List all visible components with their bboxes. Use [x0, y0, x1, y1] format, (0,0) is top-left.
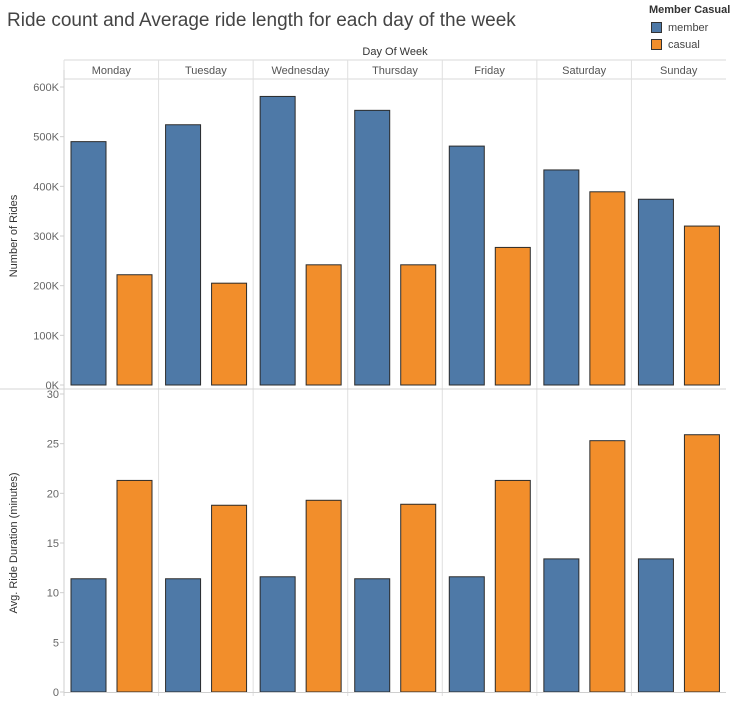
- bar-member-tuesday: [165, 578, 202, 693]
- y-axis-title: Avg. Ride Duration (minutes): [8, 472, 20, 613]
- bar-member-wednesday: [259, 95, 296, 386]
- bar-casual-wednesday: [305, 499, 342, 693]
- bar-member-wednesday: [259, 576, 296, 693]
- legend-label-member: member: [668, 21, 709, 34]
- bar-member-monday: [70, 141, 107, 386]
- column-header-thursday: Thursday: [372, 65, 418, 77]
- legend-label-casual: casual: [668, 38, 700, 51]
- y-tick-label: 300K: [33, 231, 59, 243]
- bar-member-friday: [448, 145, 485, 386]
- column-header-monday: Monday: [92, 65, 132, 77]
- bar-casual-saturday: [589, 440, 626, 693]
- bar-member-saturday: [543, 169, 580, 386]
- y-tick-label: 30: [47, 389, 59, 401]
- y-tick-label: 0: [53, 687, 59, 699]
- bar-member-monday: [70, 578, 107, 693]
- chart-title: Ride count and Average ride length for e…: [7, 10, 516, 31]
- y-tick-label: 5: [53, 637, 59, 649]
- bar-casual-sunday: [683, 225, 720, 386]
- legend-title: Member Casual: [649, 4, 731, 16]
- y-tick-label: 25: [47, 439, 59, 451]
- column-header-sunday: Sunday: [660, 65, 698, 77]
- bar-casual-friday: [494, 479, 531, 693]
- bar-casual-tuesday: [211, 504, 248, 693]
- legend-item-member[interactable]: member: [649, 19, 730, 36]
- bar-member-thursday: [354, 109, 391, 386]
- column-header-friday: Friday: [474, 65, 505, 77]
- bar-casual-monday: [116, 274, 153, 386]
- bar-casual-monday: [116, 479, 153, 693]
- bar-casual-sunday: [683, 434, 720, 693]
- legend-swatch-casual: [651, 39, 662, 50]
- bar-casual-saturday: [589, 191, 626, 386]
- y-tick-label: 0K: [46, 380, 60, 392]
- bar-member-friday: [448, 576, 485, 693]
- column-header-saturday: Saturday: [562, 65, 607, 77]
- x-axis-title: Day Of Week: [362, 46, 428, 58]
- y-tick-label: 15: [47, 538, 59, 550]
- bar-casual-thursday: [400, 503, 437, 693]
- bar-member-thursday: [354, 578, 391, 693]
- bar-casual-friday: [494, 246, 531, 386]
- legend: Member Casual member casual: [649, 4, 730, 53]
- y-tick-label: 10: [47, 588, 59, 600]
- y-tick-label: 200K: [33, 281, 59, 293]
- legend-swatch-member: [651, 22, 662, 33]
- legend-item-casual[interactable]: casual: [649, 36, 730, 53]
- bar-member-tuesday: [165, 124, 202, 386]
- bar-member-saturday: [543, 558, 580, 693]
- bar-casual-wednesday: [305, 264, 342, 386]
- y-tick-label: 500K: [33, 132, 59, 144]
- y-tick-label: 20: [47, 488, 59, 500]
- y-axis-title: Number of Rides: [8, 194, 20, 277]
- bar-casual-tuesday: [211, 282, 248, 386]
- bar-member-sunday: [637, 198, 674, 386]
- column-header-wednesday: Wednesday: [271, 65, 329, 77]
- bar-casual-thursday: [400, 264, 437, 386]
- y-tick-label: 100K: [33, 330, 59, 342]
- bar-member-sunday: [637, 558, 674, 693]
- y-tick-label: 400K: [33, 181, 59, 193]
- y-tick-label: 600K: [33, 82, 59, 94]
- column-header-tuesday: Tuesday: [185, 65, 227, 77]
